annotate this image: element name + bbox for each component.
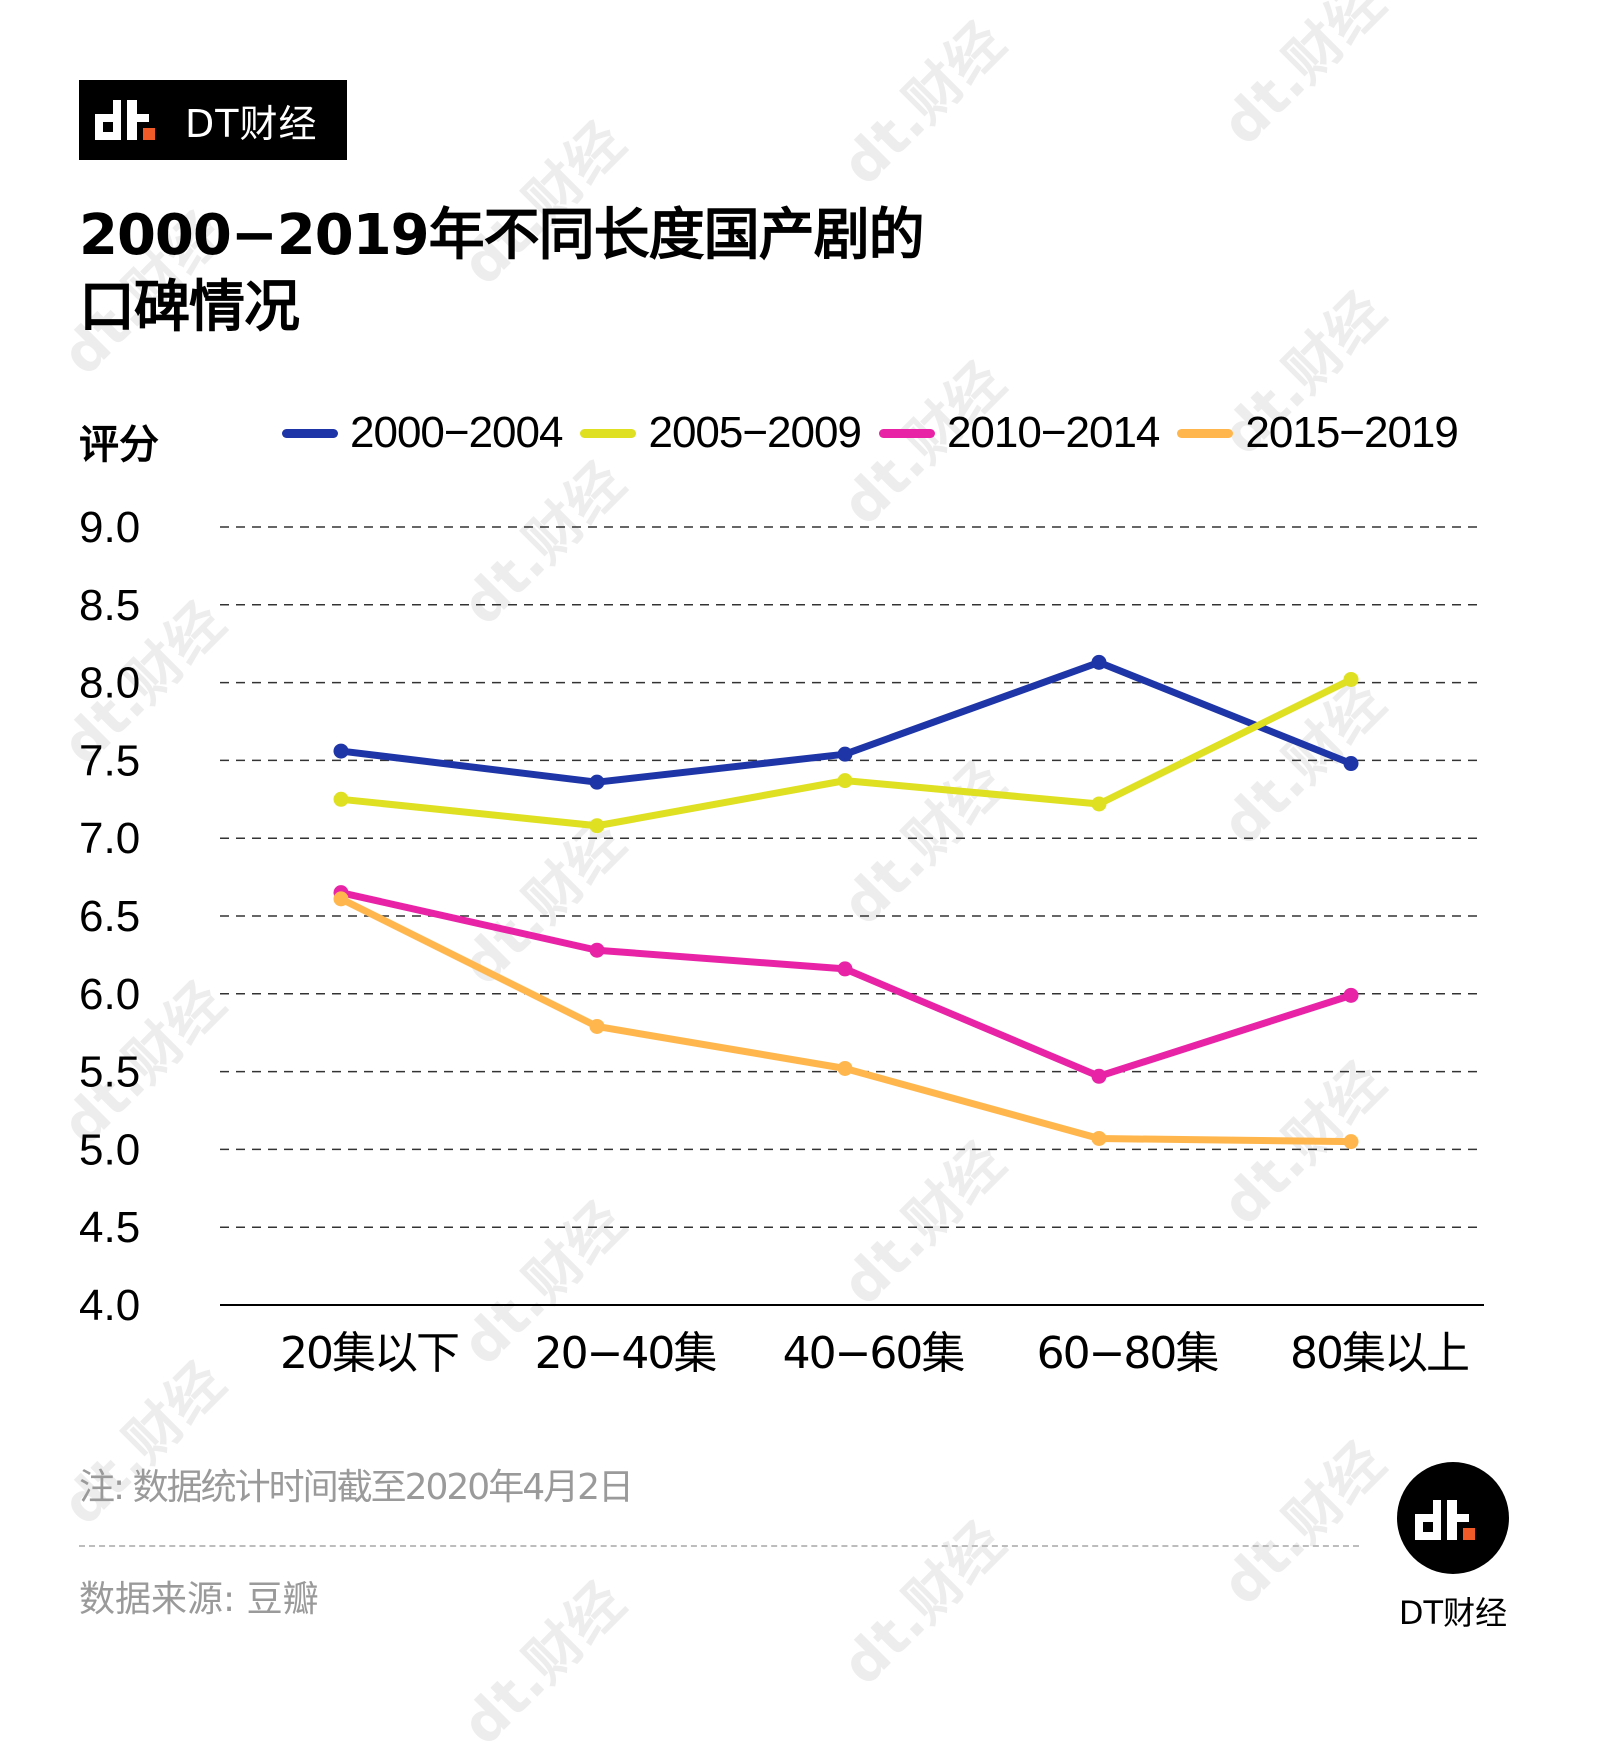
y-tick-label: 6.0 — [79, 970, 140, 1019]
dt-logo-icon — [1415, 1500, 1481, 1540]
y-tick-label: 7.0 — [79, 814, 140, 863]
series-line — [337, 658, 1355, 786]
data-point — [837, 961, 853, 977]
data-point — [837, 773, 853, 789]
series-line — [337, 895, 1355, 1146]
y-axis-label: 评分 — [79, 422, 159, 468]
legend-swatch — [1177, 428, 1234, 438]
y-tick-label: 4.0 — [79, 1281, 140, 1330]
legend-swatch — [282, 428, 338, 438]
x-tick-label: 60−80集 — [1037, 1328, 1219, 1379]
legend-item-2000-2004: 2000−2004 — [282, 408, 563, 458]
data-point — [1091, 1068, 1107, 1084]
brand-logo-top: DT财经 — [79, 80, 347, 160]
data-point — [837, 1060, 853, 1076]
legend-label: 2010−2014 — [946, 408, 1160, 457]
line-chart: 9.0 8.5 8.0 7.5 7.0 6.5 6.0 5.5 5.0 4.5 4.0 20集以下 20… — [79, 503, 1484, 1379]
legend-label: 2015−2019 — [1245, 408, 1458, 457]
data-point — [589, 1018, 605, 1034]
y-tick-label: 6.5 — [79, 892, 140, 941]
data-source: 数据来源: 豆瓣 — [79, 1579, 319, 1620]
data-point — [1091, 654, 1107, 670]
y-tick-label: 5.0 — [79, 1125, 140, 1174]
brand-name: DT财经 — [185, 101, 318, 146]
data-point — [589, 942, 605, 958]
legend-item-2010-2014: 2010−2014 — [878, 408, 1160, 458]
data-point — [333, 791, 349, 807]
legend-swatch — [878, 428, 935, 438]
chart-title: 2000−2019年不同长度国产剧的 口碑情况 — [79, 200, 925, 344]
legend-item-2015-2019: 2015−2019 — [1177, 408, 1459, 458]
x-tick-label: 80集以上 — [1290, 1328, 1468, 1379]
legend: 2000−2004 2005−2009 2010−2014 2015−2019 — [282, 408, 1476, 458]
data-point — [1091, 1131, 1107, 1147]
series-line — [337, 889, 1355, 1080]
chart-title-line-2: 口碑情况 — [79, 275, 300, 340]
y-tick-label: 9.0 — [79, 503, 140, 552]
legend-swatch — [580, 428, 637, 438]
data-point — [1343, 1134, 1359, 1150]
data-point — [1091, 796, 1107, 812]
data-point — [589, 774, 605, 790]
legend-label: 2000−2004 — [350, 408, 563, 457]
data-point — [1343, 756, 1359, 772]
data-point — [1343, 987, 1359, 1003]
footnote: 注: 数据统计时间截至2020年4月2日 — [79, 1467, 634, 1508]
brand-name: DT财经 — [1398, 1594, 1508, 1632]
brand-logo-bottom: DT财经 — [1396, 1462, 1510, 1634]
legend-item-2005-2009: 2005−2009 — [580, 408, 862, 458]
data-point — [837, 746, 853, 762]
legend-label: 2005−2009 — [648, 408, 861, 457]
data-point — [589, 818, 605, 834]
x-tick-label: 20集以下 — [280, 1328, 458, 1379]
y-tick-label: 7.5 — [79, 736, 140, 785]
data-point — [333, 891, 349, 907]
y-tick-label: 5.5 — [79, 1048, 140, 1097]
y-tick-label: 8.5 — [79, 581, 140, 630]
dt-circle-logo-icon — [1397, 1462, 1509, 1574]
footer-divider — [79, 1545, 1359, 1547]
data-point — [333, 743, 349, 759]
x-tick-label: 20−40集 — [535, 1328, 717, 1379]
data-point — [1343, 671, 1359, 687]
y-tick-label: 8.0 — [79, 659, 140, 708]
y-tick-label: 4.5 — [79, 1203, 140, 1252]
chart-title-line-1: 2000−2019年不同长度国产剧的 — [79, 203, 925, 268]
x-tick-label: 40−60集 — [783, 1328, 965, 1379]
dt-logo-icon — [95, 100, 161, 140]
